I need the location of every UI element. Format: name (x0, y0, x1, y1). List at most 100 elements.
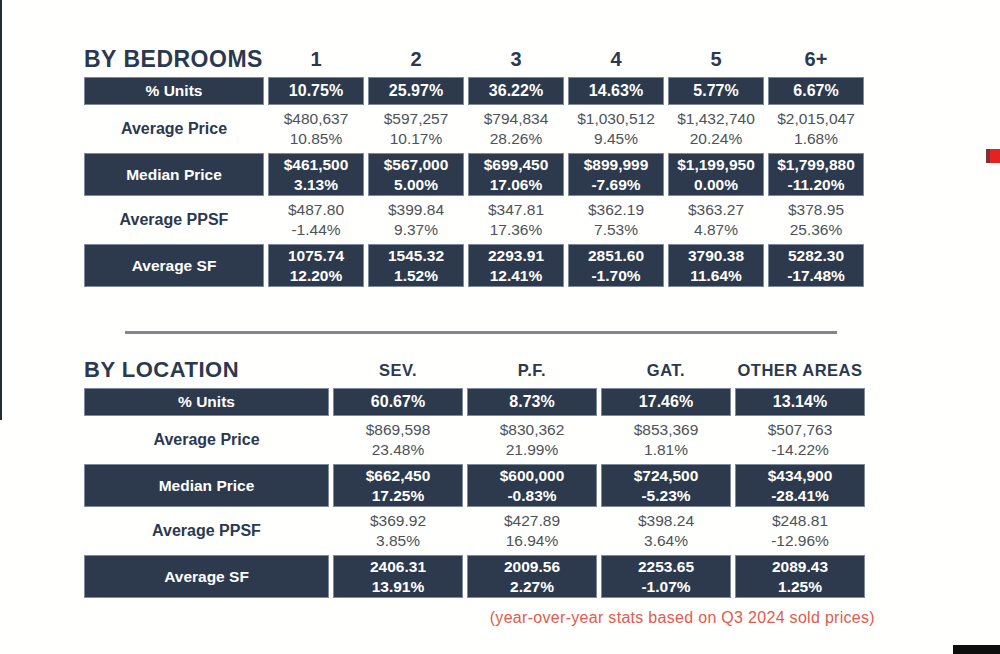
stat-cell: 10.75% (268, 77, 364, 105)
column-header: 4 (568, 48, 664, 71)
row-label: % Units (84, 388, 329, 416)
column-header: 1 (268, 48, 364, 71)
stat-yoy-change: 4.87% (694, 220, 738, 240)
stat-cell: $378.9525.36% (768, 199, 864, 241)
stat-yoy-change: 17.06% (490, 175, 543, 195)
stat-value: $378.95 (788, 200, 844, 220)
stat-yoy-change: 11.64% (690, 266, 742, 286)
stat-value: $461,500 (284, 155, 349, 175)
stat-value: 3790.38 (688, 246, 744, 266)
stat-value: 2089.43 (772, 557, 828, 577)
stat-value: 2406.31 (370, 557, 426, 577)
stat-yoy-change: 0.00% (694, 175, 738, 195)
stat-cell: $1,199,9500.00% (668, 153, 764, 196)
stat-value: $899,999 (584, 155, 649, 175)
stat-yoy-change: 13.91% (372, 577, 425, 597)
stat-cell: 5282.30-17.48% (768, 244, 864, 287)
stat-cell: $399.849.37% (368, 199, 464, 241)
stat-value: $567,000 (384, 155, 449, 175)
stat-cell: 8.73% (467, 388, 597, 416)
stat-yoy-change: -17.48% (787, 266, 845, 286)
red-accent-square (986, 149, 1000, 163)
stat-value: $1,199,950 (677, 155, 755, 175)
column-header: 3 (468, 48, 564, 71)
stat-cell: 14.63% (568, 77, 664, 105)
stat-cell: 5.77% (668, 77, 764, 105)
stat-value: 5.77% (693, 81, 738, 101)
stat-cell: 36.22% (468, 77, 564, 105)
stat-value: $369.92 (370, 511, 426, 531)
location-table: BY LOCATION SEV.P.F.GAT.OTHER AREAS % Un… (84, 355, 870, 598)
stat-value: $1,432,740 (677, 109, 755, 129)
stat-yoy-change: 17.36% (490, 220, 543, 240)
stat-cell: $899,999-7.69% (568, 153, 664, 196)
stat-value: 36.22% (489, 81, 543, 101)
stat-cell: 1075.7412.20% (268, 244, 364, 287)
stat-cell: $1,799,880-11.20% (768, 153, 864, 196)
stat-value: 2009.56 (504, 557, 560, 577)
stat-yoy-change: 20.24% (690, 129, 743, 149)
stat-cell: $662,45017.25% (333, 464, 463, 507)
stat-yoy-change: -11.20% (788, 175, 845, 195)
stat-yoy-change: 5.00% (394, 175, 438, 195)
stat-yoy-change: 1.52% (394, 266, 438, 286)
stat-cell: $567,0005.00% (368, 153, 464, 196)
stat-value: $398.24 (638, 511, 694, 531)
stat-cell: $427.8916.94% (467, 510, 597, 552)
row-label: Average Price (84, 419, 329, 461)
stat-value: 8.73% (509, 392, 554, 412)
stat-yoy-change: -28.41% (771, 486, 829, 506)
column-header: 6+ (768, 48, 864, 71)
stat-yoy-change: -12.96% (771, 531, 829, 551)
stat-value: $362.19 (588, 200, 644, 220)
stat-cell: $398.243.64% (601, 510, 731, 552)
stat-cell: $362.197.53% (568, 199, 664, 241)
stat-cell: $434,900-28.41% (735, 464, 865, 507)
stat-value: $662,450 (366, 466, 431, 486)
stat-value: 1075.74 (288, 246, 344, 266)
stat-cell: $248.81-12.96% (735, 510, 865, 552)
bedrooms-table: BY BEDROOMS 123456+ % Units10.75%25.97%3… (84, 44, 870, 287)
stat-value: $1,799,880 (777, 155, 855, 175)
table-row: Average SF1075.7412.20%1545.321.52%2293.… (84, 244, 870, 287)
footnote: (year-over-year stats based on Q3 2024 s… (490, 609, 875, 627)
stat-value: $363.27 (688, 200, 744, 220)
stat-cell: $1,030,5129.45% (568, 108, 664, 150)
stat-cell: $724,500-5.23% (601, 464, 731, 507)
stat-cell: 13.14% (735, 388, 865, 416)
location-header-row: BY LOCATION SEV.P.F.GAT.OTHER AREAS (84, 355, 870, 385)
stat-yoy-change: 2.27% (510, 577, 554, 597)
stat-cell: 25.97% (368, 77, 464, 105)
table-row: Average PPSF$369.923.85%$427.8916.94%$39… (84, 510, 870, 552)
stat-cell: $853,3691.81% (601, 419, 731, 461)
stat-cell: $830,36221.99% (467, 419, 597, 461)
stat-value: $487.80 (288, 200, 344, 220)
stat-value: 14.63% (589, 81, 643, 101)
stat-value: $600,000 (500, 466, 565, 486)
stat-cell: $597,25710.17% (368, 108, 464, 150)
stat-value: $853,369 (634, 420, 699, 440)
stat-value: $399.84 (388, 200, 444, 220)
table-row: % Units10.75%25.97%36.22%14.63%5.77%6.67… (84, 77, 870, 105)
stat-yoy-change: 1.68% (794, 129, 838, 149)
stat-cell: 6.67% (768, 77, 864, 105)
table-row: Average SF2406.3113.91%2009.562.27%2253.… (84, 555, 870, 598)
stat-value: 25.97% (389, 81, 443, 101)
table-row: Average Price$480,63710.85%$597,25710.17… (84, 108, 870, 150)
stat-cell: $507,763-14.22% (735, 419, 865, 461)
stat-yoy-change: 7.53% (594, 220, 638, 240)
row-label: Average SF (84, 244, 264, 287)
stat-value: $1,030,512 (577, 109, 655, 129)
row-label: Average Price (84, 108, 264, 150)
column-header: 5 (668, 48, 764, 71)
stat-cell: $369.923.85% (333, 510, 463, 552)
stat-cell: 2406.3113.91% (333, 555, 463, 598)
stat-yoy-change: -1.07% (641, 577, 690, 597)
row-label: Average PPSF (84, 199, 264, 241)
stat-cell: $461,5003.13% (268, 153, 364, 196)
stat-yoy-change: 10.17% (390, 129, 443, 149)
stat-cell: 2253.65-1.07% (601, 555, 731, 598)
table-row: % Units60.67%8.73%17.46%13.14% (84, 388, 870, 416)
stat-yoy-change: 10.85% (290, 129, 343, 149)
stat-cell: $869,59823.48% (333, 419, 463, 461)
